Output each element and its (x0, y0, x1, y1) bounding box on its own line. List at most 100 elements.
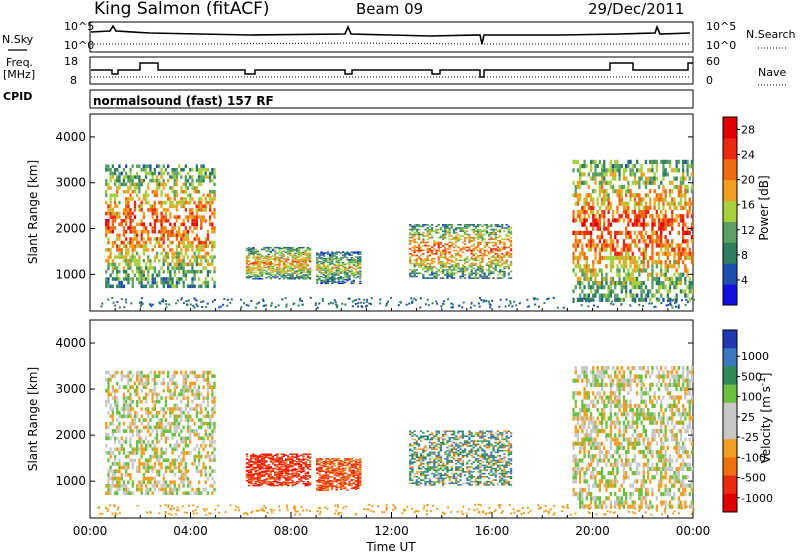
power-echo-cell (252, 262, 255, 264)
power-echo-cell (660, 159, 663, 164)
power-echo-cell (287, 248, 290, 251)
power-echo-cell (490, 225, 493, 228)
power-scatter-cell (489, 304, 492, 306)
power-echo-cell (287, 274, 290, 276)
power-echo-cell (116, 193, 119, 198)
power-echo-cell (298, 265, 301, 268)
power-echo-cell (638, 297, 641, 302)
power-echo-cell (113, 200, 117, 205)
power-echo-cell (344, 268, 347, 270)
power-echo-cell (431, 224, 434, 226)
power-scatter-cell (223, 298, 226, 300)
power-scatter-cell (120, 298, 123, 301)
power-echo-cell (581, 180, 584, 185)
power-echo-cell (642, 235, 645, 240)
power-echo-cell (111, 269, 114, 274)
power-echo-cell (138, 240, 141, 245)
power-echo-cell (142, 273, 145, 278)
power-echo-cell (677, 255, 680, 261)
power-echo-cell (492, 230, 495, 232)
power-echo-cell (256, 263, 259, 266)
vel-echo-cell (169, 425, 172, 430)
power-echo-cell (662, 214, 665, 219)
power-echo-cell (293, 249, 296, 252)
power-echo-cell (202, 280, 205, 285)
power-echo-cell (155, 219, 159, 223)
power-echo-cell (655, 230, 658, 235)
power-echo-cell (326, 253, 330, 255)
power-echo-cell (138, 222, 141, 227)
power-echo-cell (428, 266, 432, 268)
power-echo-cell (335, 257, 338, 259)
power-echo-cell (600, 230, 604, 235)
power-scatter-cell (584, 298, 587, 301)
date-title: 29/Dec/2011 (588, 0, 684, 18)
vel-echo-cell (178, 443, 181, 448)
power-echo-cell (409, 236, 412, 239)
power-echo-cell (331, 280, 334, 283)
vel-echo-cell (147, 469, 150, 474)
power-echo-cell (690, 251, 694, 256)
power-echo-cell (600, 214, 604, 219)
power-echo-cell (603, 255, 606, 261)
power-echo-cell (583, 276, 586, 281)
power-echo-cell (640, 268, 643, 273)
power-echo-cell (287, 246, 290, 249)
power-echo-cell (206, 200, 210, 205)
power-echo-cell (202, 178, 205, 183)
vel-echo-cell (171, 396, 174, 400)
vel-echo-cell (180, 476, 183, 481)
power-echo-cell (589, 247, 593, 252)
power-echo-cell (463, 238, 467, 241)
power-echo-cell (178, 251, 181, 256)
power-echo-cell (267, 267, 270, 270)
vel-echo-cell (164, 447, 168, 452)
vel-echo-cell (138, 469, 141, 474)
power-echo-cell (585, 276, 588, 281)
power-echo-cell (160, 193, 163, 198)
power-echo-cell (142, 222, 145, 227)
power-echo-cell (631, 239, 634, 244)
power-echo-cell (455, 272, 458, 275)
power-echo-cell (409, 272, 412, 275)
power-echo-cell (592, 159, 595, 164)
power-echo-cell (131, 240, 134, 245)
power-echo-cell (129, 219, 132, 223)
power-echo-cell (252, 275, 255, 277)
power-echo-cell (647, 205, 650, 210)
power-echo-cell (616, 272, 619, 277)
vel-echo-cell (113, 436, 117, 441)
power-echo-cell (682, 164, 685, 169)
power-scatter-cell (262, 304, 265, 307)
power-echo-cell (105, 284, 108, 289)
power-echo-cell (269, 277, 272, 279)
power-echo-cell (195, 211, 198, 216)
power-echo-cell (690, 239, 694, 244)
power-echo-cell (688, 209, 691, 215)
power-echo-cell (329, 280, 332, 283)
vel-echo-cell (138, 487, 141, 492)
power-echo-cell (450, 227, 453, 229)
vel-echo-cell (206, 388, 210, 393)
power-echo-cell (278, 247, 281, 250)
power-echo-cell (452, 264, 456, 266)
power-echo-cell (452, 256, 456, 258)
power-echo-cell (193, 251, 196, 256)
power-echo-cell (335, 260, 338, 263)
power-echo-cell (113, 171, 117, 176)
power-echo-cell (348, 276, 351, 278)
vel-echo-cell (197, 388, 201, 393)
power-echo-cell (607, 222, 610, 227)
power-scatter-cell (477, 302, 480, 305)
power-echo-cell (461, 274, 464, 276)
vel-echo-cell (129, 473, 132, 477)
power-echo-cell (111, 240, 114, 245)
vel-echo-cell (200, 436, 203, 441)
power-echo-cell (263, 262, 266, 264)
power-echo-cell (348, 278, 351, 281)
power-echo-cell (129, 186, 132, 190)
power-echo-cell (269, 267, 272, 270)
power-echo-cell (472, 277, 475, 279)
power-scatter-cell (327, 302, 330, 305)
power-scatter-cell (413, 297, 416, 300)
